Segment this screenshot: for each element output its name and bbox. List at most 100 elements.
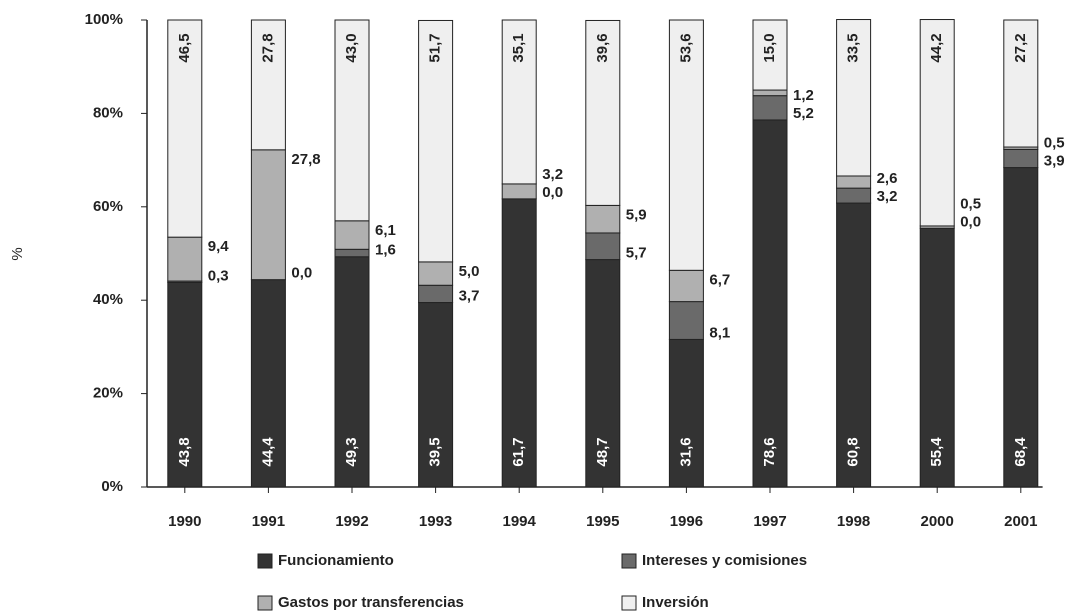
bar-segment [167,19,203,238]
x-tick-label: 1990 [168,513,201,530]
bar-segment [585,232,621,261]
bar-segment [334,220,370,250]
data-label: 0,3 [208,267,229,284]
data-label: 31,6 [677,437,694,466]
bar-segment [418,302,454,488]
y-tick-label: 100% [85,11,123,28]
data-label: 0,0 [291,265,312,282]
bar-segment [418,261,454,286]
y-tick-label: 0% [101,478,123,495]
x-tick-label: 1998 [837,513,870,530]
bar-segment [836,187,872,204]
data-label: 2,6 [877,170,898,187]
y-axis-label: % [9,247,26,260]
data-label: 0,5 [960,195,981,212]
bar-segment [501,19,537,185]
data-label: 48,7 [594,437,611,466]
y-tick-label: 40% [93,291,123,308]
data-label: 46,5 [176,33,193,62]
legend-label: Inversión [642,594,709,611]
data-label: 5,0 [459,263,480,280]
bar-segment [752,89,788,97]
bar-segment [836,175,872,189]
bar-segment [167,236,203,282]
bar-segment [418,284,454,304]
data-label: 61,7 [510,437,527,466]
bar-segment [668,19,704,271]
bar-segment [752,119,788,488]
bar-segment [1003,19,1039,148]
bar-segment [334,19,370,222]
legend-swatch [257,553,273,569]
data-label: 68,4 [1012,437,1029,467]
bar-segment [668,269,704,303]
bar-segment [334,256,370,488]
data-label: 0,0 [542,184,563,201]
bar-segment [585,204,621,234]
legend-swatch [621,553,637,569]
data-label: 43,8 [176,437,193,466]
data-label: 27,8 [291,151,320,168]
legend-swatch [621,595,637,611]
data-label: 27,2 [1012,33,1029,62]
bar-segment [1003,167,1039,488]
data-label: 1,2 [793,87,814,104]
legend-label: Intereses y comisiones [642,552,807,569]
data-label: 3,2 [542,166,563,183]
bar-segment [1003,148,1039,169]
data-label: 78,6 [761,437,778,466]
x-tick-label: 1992 [335,513,368,530]
bar-segment [752,19,788,91]
x-tick-label: 1991 [252,513,285,530]
bar-segment [250,19,286,151]
data-label: 27,8 [259,33,276,62]
y-tick-label: 60% [93,198,123,215]
bar-segment [585,19,621,206]
bar-segment [668,301,704,340]
data-label: 5,7 [626,245,647,262]
data-label: 49,3 [343,437,360,466]
legend-label: Gastos por transferencias [278,594,464,611]
data-label: 5,2 [793,105,814,122]
bar-segment [334,248,370,258]
data-label: 51,7 [427,33,444,62]
x-tick-label: 2001 [1004,513,1037,530]
data-label: 55,4 [928,437,945,467]
bar-segment [250,279,286,488]
bar-segment [418,19,454,263]
data-label: 44,2 [928,33,945,62]
x-tick-label: 2000 [921,513,954,530]
data-label: 3,2 [877,188,898,205]
x-tick-label: 1994 [503,513,537,530]
bar-segment [585,259,621,488]
bar-segment [919,19,955,227]
data-label: 15,0 [761,33,778,62]
data-label: 0,0 [960,213,981,230]
bar-segment [919,227,955,488]
bar-segment [167,281,203,488]
bar-segment [501,198,537,488]
bar-segment [752,95,788,121]
data-label: 33,5 [845,33,862,62]
y-tick-label: 80% [93,104,123,121]
data-label: 43,0 [343,33,360,62]
data-label: 44,4 [259,437,276,467]
data-label: 8,1 [709,324,730,341]
data-label: 3,9 [1044,153,1065,170]
x-tick-label: 1997 [753,513,786,530]
bar-segment [250,149,286,281]
x-tick-label: 1996 [670,513,703,530]
data-label: 9,4 [208,238,230,255]
data-label: 3,7 [459,288,480,305]
bar-segment [501,183,537,200]
data-label: 5,9 [626,206,647,223]
y-tick-label: 20% [93,385,123,402]
data-label: 39,5 [427,437,444,466]
bar-segment [836,19,872,177]
data-label: 39,6 [594,33,611,62]
data-label: 35,1 [510,33,527,62]
data-label: 1,6 [375,242,396,259]
legend-swatch [257,595,273,611]
x-tick-label: 1995 [586,513,619,530]
